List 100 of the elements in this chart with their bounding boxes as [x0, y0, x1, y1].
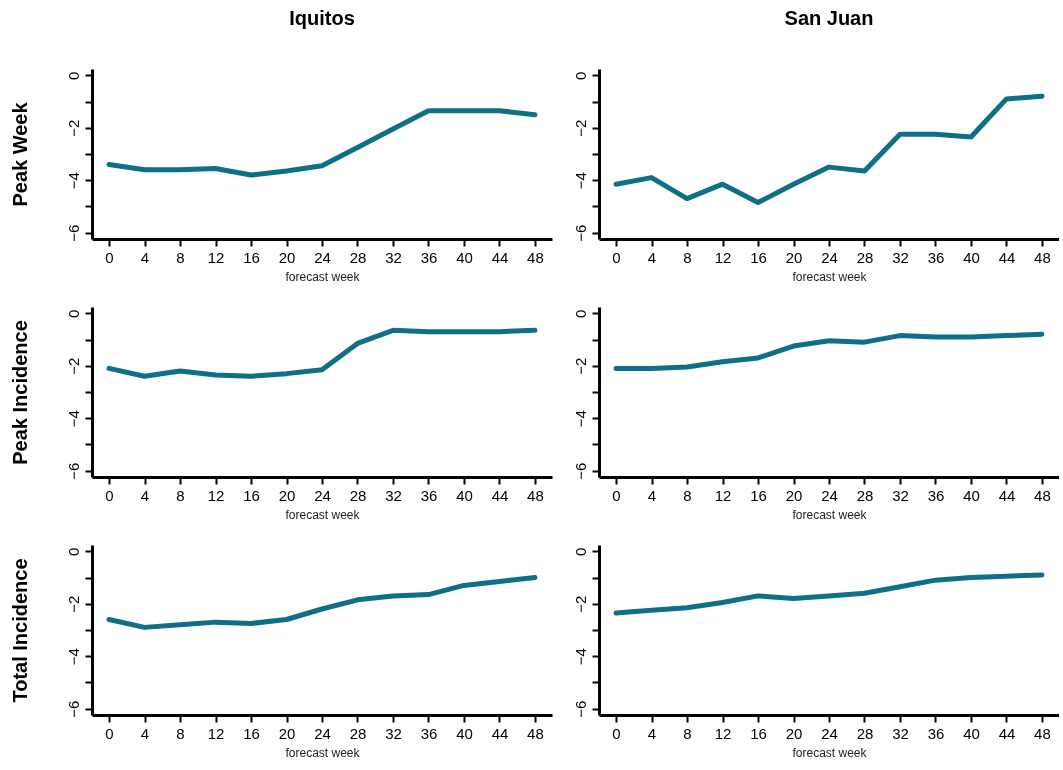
y-tick-label: −2: [571, 119, 589, 137]
x-tick-label: 44: [491, 486, 509, 504]
x-tick-label: 24: [821, 724, 838, 742]
y-tick-label: −6: [571, 700, 589, 718]
x-tick-label: 16: [750, 724, 767, 742]
x-tick-label: 40: [456, 724, 473, 742]
x-tick-label: 40: [963, 486, 980, 504]
x-tick-label: 28: [349, 724, 367, 742]
x-tick-label: 16: [243, 248, 260, 266]
x-tick-label: 20: [785, 248, 803, 266]
x-tick-label: 24: [314, 248, 331, 266]
x-tick-label: 4: [647, 724, 657, 742]
y-axis-title: Peak Week: [8, 101, 31, 207]
x-tick-label: 12: [207, 724, 225, 742]
y-tick-label: −4: [571, 410, 589, 428]
x-tick-label: 40: [963, 248, 980, 266]
x-tick-label: 8: [683, 724, 692, 742]
x-axis-title: forecast week: [285, 269, 361, 284]
x-tick-label: 28: [856, 248, 874, 266]
x-axis-title: forecast week: [792, 269, 868, 284]
x-tick-label: 12: [207, 248, 225, 266]
x-tick-label: 12: [207, 486, 225, 504]
x-tick-label: 32: [385, 248, 402, 266]
x-tick-label: 0: [612, 248, 621, 266]
x-tick-label: 44: [998, 486, 1016, 504]
x-tick-label: 12: [714, 248, 732, 266]
x-tick-label: 16: [750, 486, 767, 504]
y-tick-label: 0: [64, 309, 82, 318]
y-tick-label: −4: [64, 410, 82, 428]
y-tick-label: −4: [64, 172, 82, 190]
y-tick-label: −2: [64, 119, 82, 137]
x-tick-label: 4: [647, 248, 657, 266]
x-tick-label: 32: [892, 486, 909, 504]
chart-title: Iquitos: [289, 7, 355, 29]
x-tick-label: 20: [278, 248, 296, 266]
x-tick-label: 32: [385, 486, 402, 504]
y-tick-label: 0: [571, 309, 589, 318]
x-axis-title: forecast week: [792, 507, 868, 522]
x-tick-label: 4: [647, 486, 657, 504]
x-tick-label: 24: [314, 724, 331, 742]
x-tick-label: 48: [527, 486, 544, 504]
x-tick-label: 28: [349, 248, 367, 266]
y-axis-title: Peak Incidence: [8, 320, 31, 465]
y-tick-label: −6: [64, 700, 82, 718]
x-tick-label: 48: [1034, 724, 1051, 742]
y-tick-label: −6: [64, 224, 82, 242]
x-tick-label: 20: [785, 486, 803, 504]
x-tick-label: 44: [998, 248, 1016, 266]
y-tick-label: −4: [64, 648, 82, 666]
x-tick-label: 16: [750, 248, 767, 266]
x-tick-label: 28: [856, 486, 874, 504]
x-tick-label: 24: [821, 486, 838, 504]
y-tick-label: −2: [571, 357, 589, 375]
x-tick-label: 0: [612, 724, 621, 742]
y-tick-label: −2: [571, 595, 589, 613]
x-tick-label: 36: [420, 724, 438, 742]
x-tick-label: 0: [612, 486, 621, 504]
x-tick-label: 36: [927, 486, 945, 504]
y-tick-label: −2: [64, 357, 82, 375]
x-tick-label: 24: [821, 248, 838, 266]
x-tick-label: 24: [314, 486, 331, 504]
y-tick-label: −6: [571, 462, 589, 480]
x-tick-label: 0: [105, 486, 114, 504]
y-tick-label: 0: [571, 71, 589, 80]
x-tick-label: 0: [105, 248, 114, 266]
y-tick-label: 0: [64, 547, 82, 556]
chart-title: San Juan: [784, 7, 874, 29]
x-tick-label: 36: [420, 248, 438, 266]
x-tick-label: 16: [243, 724, 260, 742]
x-tick-label: 40: [963, 724, 980, 742]
x-tick-label: 48: [1034, 486, 1051, 504]
x-tick-label: 20: [278, 486, 296, 504]
x-tick-label: 28: [349, 486, 367, 504]
x-axis-title: forecast week: [792, 745, 868, 760]
y-tick-label: 0: [64, 71, 82, 80]
x-axis-title: forecast week: [285, 507, 361, 522]
x-tick-label: 40: [456, 248, 473, 266]
x-tick-label: 8: [683, 486, 692, 504]
x-tick-label: 4: [140, 248, 150, 266]
y-tick-label: −6: [64, 462, 82, 480]
x-tick-label: 32: [892, 248, 909, 266]
y-tick-label: −6: [571, 224, 589, 242]
x-tick-label: 28: [856, 724, 874, 742]
x-tick-label: 0: [105, 724, 114, 742]
x-tick-label: 12: [714, 724, 732, 742]
x-tick-label: 20: [278, 724, 296, 742]
x-tick-label: 36: [420, 486, 438, 504]
y-tick-label: 0: [571, 547, 589, 556]
x-tick-label: 32: [892, 724, 909, 742]
x-tick-label: 8: [683, 248, 692, 266]
x-tick-label: 44: [998, 724, 1016, 742]
x-tick-label: 48: [1034, 248, 1051, 266]
x-tick-label: 44: [491, 248, 509, 266]
x-tick-label: 36: [927, 724, 945, 742]
x-tick-label: 4: [140, 724, 150, 742]
x-tick-label: 8: [176, 248, 185, 266]
x-tick-label: 4: [140, 486, 150, 504]
x-tick-label: 44: [491, 724, 509, 742]
x-tick-label: 8: [176, 486, 185, 504]
x-tick-label: 32: [385, 724, 402, 742]
